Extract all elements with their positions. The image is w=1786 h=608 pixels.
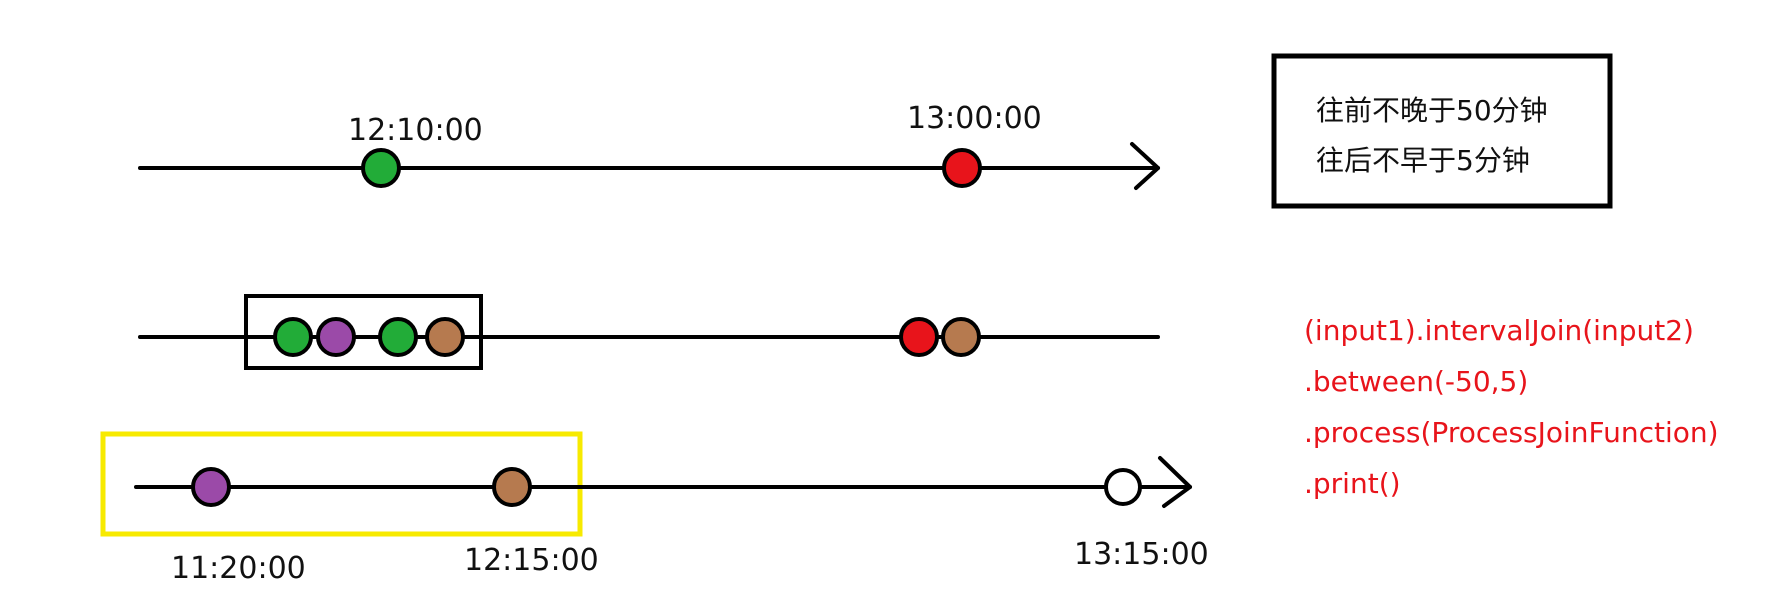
timeline-2 (138, 294, 1160, 370)
timeline-3-event-purple (191, 467, 231, 507)
timeline-1-arrowhead (1130, 142, 1160, 190)
timeline-2-event-purple (316, 317, 356, 357)
timeline-2-event-brown-2 (941, 317, 981, 357)
code-line-2: .between(-50,5) (1304, 365, 1528, 398)
code-line-1: (input1).intervalJoin(input2) (1304, 314, 1694, 347)
timeline-1-event-red (942, 148, 982, 188)
timeline-3: 11:20:00 12:15:00 13:15:00 (100, 431, 1209, 586)
legend-line-2: 往后不早于5分钟 (1316, 144, 1530, 177)
timeline-2-window-box (244, 294, 483, 370)
timeline-1-event-green (361, 148, 401, 188)
legend-box: 往前不晚于50分钟 往后不早于5分钟 (1271, 53, 1613, 209)
legend-line-1: 往前不晚于50分钟 (1316, 94, 1548, 127)
timeline-1-label-1210: 12:10:00 (348, 113, 483, 148)
timeline-2-event-red (899, 317, 939, 357)
timeline-1-label-1300: 13:00:00 (907, 101, 1042, 136)
timeline-3-arrowhead (1158, 456, 1192, 508)
code-line-3: .process(ProcessJoinFunction) (1304, 416, 1719, 449)
code-line-4: .print() (1304, 467, 1401, 500)
timeline-1: 12:10:00 13:00:00 (138, 101, 1160, 190)
legend-frame (1271, 53, 1613, 209)
timeline-3-label-1215: 12:15:00 (464, 543, 599, 578)
timeline-3-join-window (100, 431, 583, 537)
timeline-3-event-brown (492, 467, 532, 507)
timeline-2-event-green-1 (273, 317, 313, 357)
timeline-2-event-green-2 (378, 317, 418, 357)
timeline-2-event-brown-1 (425, 317, 465, 357)
code-block: (input1).intervalJoin(input2) .between(-… (1304, 314, 1719, 500)
timeline-3-watermark-marker (1104, 468, 1142, 506)
timeline-3-label-1120: 11:20:00 (171, 551, 306, 586)
timeline-3-label-1315: 13:15:00 (1074, 537, 1209, 572)
